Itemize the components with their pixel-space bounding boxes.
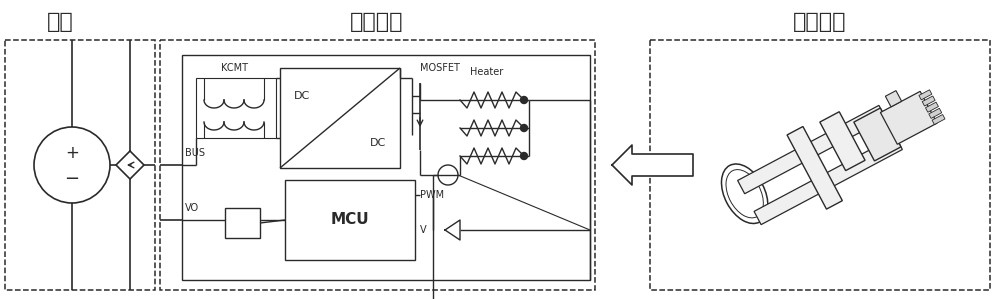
Polygon shape [885, 91, 902, 107]
Text: MCU: MCU [331, 213, 369, 228]
Polygon shape [738, 105, 886, 194]
Polygon shape [754, 136, 902, 225]
Text: VO: VO [185, 203, 199, 213]
Text: 刀身本体: 刀身本体 [793, 12, 847, 32]
Polygon shape [285, 180, 415, 260]
Text: Heater: Heater [470, 67, 503, 77]
Polygon shape [820, 112, 865, 171]
Polygon shape [612, 145, 693, 185]
Polygon shape [182, 55, 590, 280]
Polygon shape [929, 108, 942, 118]
Polygon shape [196, 78, 276, 138]
Polygon shape [854, 108, 901, 161]
Text: DC: DC [370, 138, 386, 148]
Polygon shape [880, 91, 937, 144]
Text: DC: DC [294, 91, 310, 101]
Text: MOSFET: MOSFET [420, 63, 460, 73]
Circle shape [520, 152, 528, 159]
Polygon shape [925, 102, 938, 112]
Circle shape [520, 124, 528, 132]
Text: PWM: PWM [420, 190, 444, 200]
Text: +: + [65, 144, 79, 162]
Circle shape [520, 97, 528, 103]
Text: 控制电路: 控制电路 [350, 12, 404, 32]
Text: 电源: 电源 [47, 12, 73, 32]
Polygon shape [280, 68, 400, 168]
Polygon shape [116, 151, 144, 179]
Text: −: − [64, 170, 80, 188]
Polygon shape [787, 126, 842, 209]
Text: V: V [420, 225, 427, 235]
Text: KCMT: KCMT [222, 63, 248, 73]
Text: BUS: BUS [185, 148, 205, 158]
Polygon shape [932, 115, 945, 125]
Polygon shape [919, 90, 932, 100]
Polygon shape [445, 220, 460, 240]
Polygon shape [922, 96, 935, 106]
Polygon shape [225, 208, 260, 238]
